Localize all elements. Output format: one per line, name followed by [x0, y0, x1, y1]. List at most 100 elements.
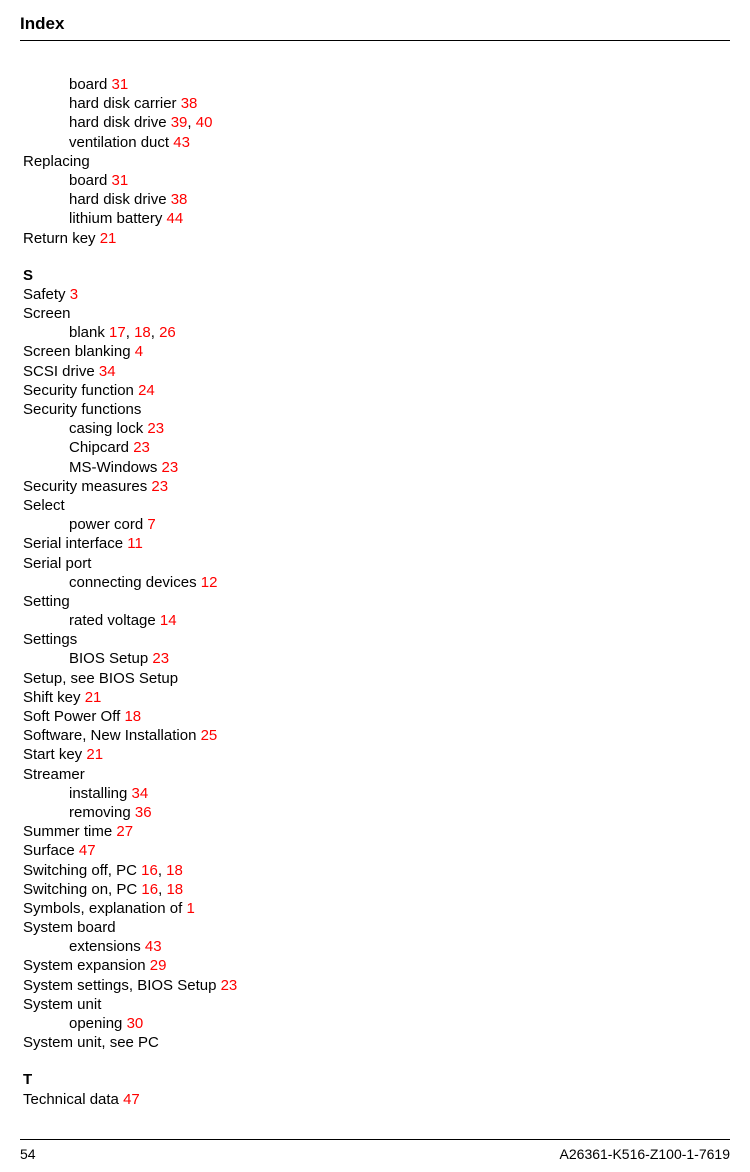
index-entry: Security measures 23 — [23, 477, 730, 496]
index-term: Select — [23, 497, 65, 514]
index-page-refs: 29 — [150, 957, 167, 974]
page-ref[interactable]: 21 — [100, 230, 117, 247]
page-ref[interactable]: 23 — [147, 420, 164, 437]
index-page-refs: 17, 18, 26 — [109, 324, 176, 341]
index-page-refs: 16, 18 — [141, 862, 183, 879]
index-entry: Switching off, PC 16, 18 — [23, 861, 730, 880]
page-ref[interactable]: 31 — [112, 76, 129, 93]
index-entry: Soft Power Off 18 — [23, 707, 730, 726]
page-ref[interactable]: 12 — [201, 574, 218, 591]
page-ref[interactable]: 17 — [109, 324, 126, 341]
page-ref[interactable]: 40 — [196, 114, 213, 131]
index-term: Security functions — [23, 401, 141, 418]
page-ref[interactable]: 4 — [135, 343, 143, 360]
page-ref[interactable]: 43 — [145, 938, 162, 955]
page-ref[interactable]: 21 — [86, 746, 103, 763]
page-ref[interactable]: 26 — [159, 324, 176, 341]
page-ref[interactable]: 43 — [173, 134, 190, 151]
index-entry: Safety 3 — [23, 285, 730, 304]
index-page-refs: 23 — [147, 420, 164, 437]
index-entry: System settings, BIOS Setup 23 — [23, 976, 730, 995]
index-term: Settings — [23, 631, 77, 648]
index-entry: System unit, see PC — [23, 1033, 730, 1052]
index-page-refs: 30 — [127, 1015, 144, 1032]
page-ref[interactable]: 29 — [150, 957, 167, 974]
index-content: board 31hard disk carrier 38hard disk dr… — [20, 75, 730, 1109]
index-page-refs: 21 — [100, 230, 117, 247]
page-ref[interactable]: 39 — [171, 114, 188, 131]
index-entry: Surface 47 — [23, 841, 730, 860]
index-page-refs: 21 — [86, 746, 103, 763]
document-id: A26361-K516-Z100-1-7619 — [560, 1146, 730, 1162]
page-ref[interactable]: 7 — [147, 516, 155, 533]
page-ref[interactable]: 23 — [162, 459, 179, 476]
index-term: System expansion — [23, 957, 146, 974]
page-ref[interactable]: 21 — [85, 689, 102, 706]
index-entry: Security functions — [23, 400, 730, 419]
page-ref[interactable]: 25 — [201, 727, 218, 744]
page-ref[interactable]: 23 — [221, 977, 238, 994]
page-ref[interactable]: 38 — [181, 95, 198, 112]
page-ref[interactable]: 23 — [151, 478, 168, 495]
index-subentry: ventilation duct 43 — [23, 133, 730, 152]
index-subentry: hard disk drive 38 — [23, 190, 730, 209]
index-term: Security measures — [23, 478, 147, 495]
page-ref[interactable]: 44 — [167, 210, 184, 227]
index-entry: Serial port — [23, 554, 730, 573]
page-ref[interactable]: 3 — [70, 286, 78, 303]
index-entry: Summer time 27 — [23, 822, 730, 841]
index-term: blank — [69, 324, 105, 341]
page-ref[interactable]: 47 — [79, 842, 96, 859]
index-term: BIOS Setup — [69, 650, 148, 667]
index-page-refs: 43 — [145, 938, 162, 955]
page-ref[interactable]: 18 — [124, 708, 141, 725]
page-ref[interactable]: 18 — [166, 862, 183, 879]
page-ref[interactable]: 14 — [160, 612, 177, 629]
index-page-refs: 31 — [112, 172, 129, 189]
index-term: MS-Windows — [69, 459, 157, 476]
index-entry: SCSI drive 34 — [23, 362, 730, 381]
page-ref[interactable]: 1 — [186, 900, 194, 917]
index-page-refs: 23 — [152, 650, 169, 667]
page-ref[interactable]: 18 — [166, 881, 183, 898]
page-ref[interactable]: 11 — [127, 535, 143, 552]
page-ref[interactable]: 34 — [132, 785, 149, 802]
index-subentry: opening 30 — [23, 1014, 730, 1033]
index-subentry: Chipcard 23 — [23, 438, 730, 457]
index-term: Start key — [23, 746, 82, 763]
index-page-refs: 11 — [127, 535, 143, 552]
page-ref[interactable]: 16 — [141, 862, 158, 879]
index-entry: Switching on, PC 16, 18 — [23, 880, 730, 899]
index-term: Replacing — [23, 153, 90, 170]
index-page-refs: 14 — [160, 612, 177, 629]
index-page-refs: 18 — [124, 708, 141, 725]
index-term: SCSI drive — [23, 363, 95, 380]
index-term: Switching off, PC — [23, 862, 137, 879]
index-term: Serial port — [23, 555, 91, 572]
page-ref[interactable]: 34 — [99, 363, 116, 380]
page-ref[interactable]: 18 — [134, 324, 151, 341]
page-ref[interactable]: 24 — [138, 382, 155, 399]
page-ref[interactable]: 23 — [152, 650, 169, 667]
index-term: hard disk drive — [69, 191, 167, 208]
index-term: Security function — [23, 382, 134, 399]
index-term: installing — [69, 785, 127, 802]
page-ref[interactable]: 31 — [112, 172, 129, 189]
page-ref[interactable]: 16 — [141, 881, 158, 898]
index-entry: Return key 21 — [23, 229, 730, 248]
index-term: Screen — [23, 305, 71, 322]
page-ref[interactable]: 30 — [127, 1015, 144, 1032]
index-page-refs: 24 — [138, 382, 155, 399]
page-ref[interactable]: 23 — [133, 439, 150, 456]
index-see-ref: see BIOS Setup — [66, 670, 178, 687]
index-term: casing lock — [69, 420, 143, 437]
index-page-refs: 34 — [132, 785, 149, 802]
page-ref[interactable]: 27 — [116, 823, 133, 840]
index-page-refs: 25 — [201, 727, 218, 744]
index-term: Return key — [23, 230, 96, 247]
index-entry: Symbols, explanation of 1 — [23, 899, 730, 918]
page-ref[interactable]: 36 — [135, 804, 152, 821]
index-term: connecting devices — [69, 574, 197, 591]
page-ref[interactable]: 38 — [171, 191, 188, 208]
page-ref[interactable]: 47 — [123, 1091, 140, 1108]
